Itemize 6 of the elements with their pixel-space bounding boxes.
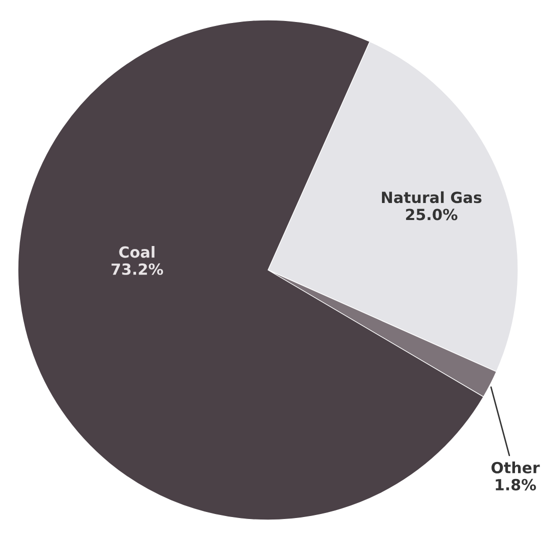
slice-label: Natural Gas: [382, 191, 482, 204]
data-label: 25.0%: [406, 208, 458, 220]
slice-label: Coal: [119, 246, 154, 258]
slice-label: Other: [492, 462, 540, 474]
data-label: 1.8%: [496, 478, 536, 490]
data-label: 73.2%: [112, 263, 164, 275]
